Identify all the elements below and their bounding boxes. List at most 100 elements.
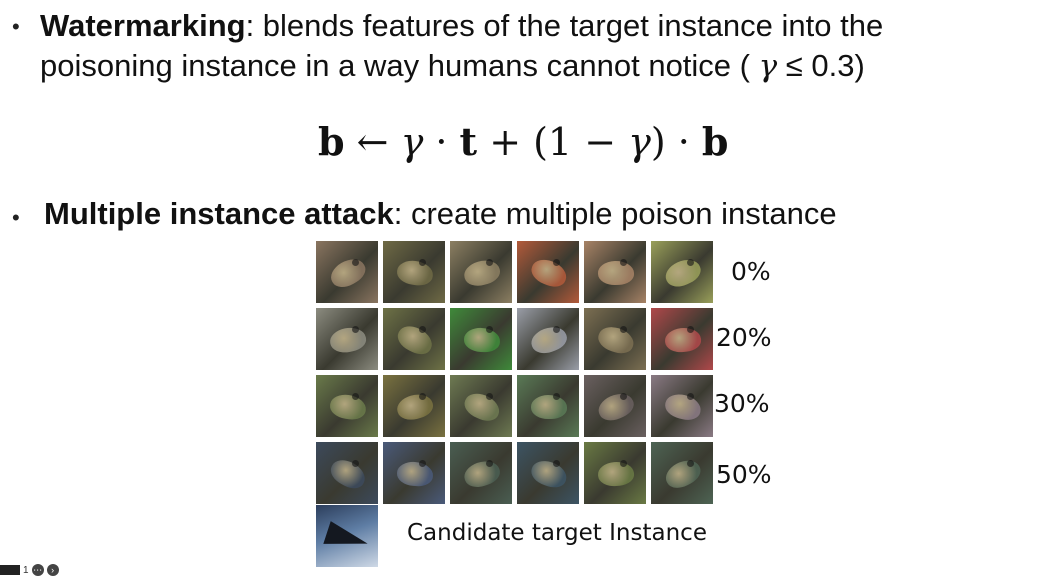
frog-eye <box>620 326 627 333</box>
frog-eye <box>553 460 560 467</box>
frog-shape <box>662 391 704 423</box>
row-label-50: 50% <box>716 460 772 489</box>
formula-gamma: γ <box>400 120 424 164</box>
formula-arrow: ← <box>344 120 401 164</box>
frog-image <box>450 442 512 504</box>
frog-eye <box>419 259 426 266</box>
frog-eye <box>687 393 694 400</box>
frog-eye <box>553 259 560 266</box>
frog-eye <box>352 326 359 333</box>
frog-image <box>450 241 512 303</box>
frog-eye <box>687 326 694 333</box>
frog-shape <box>326 253 370 293</box>
frog-shape <box>328 324 368 356</box>
frog-image <box>383 241 445 303</box>
frog-eye <box>419 326 426 333</box>
formula-dot-2: · <box>665 120 702 164</box>
frog-eye <box>352 460 359 467</box>
frog-shape <box>661 454 705 494</box>
frog-shape <box>530 394 568 420</box>
airplane-shape <box>323 521 371 557</box>
frog-image <box>316 308 378 370</box>
frog-image <box>450 308 512 370</box>
slide-controls: 1 ⋯ › <box>0 563 59 577</box>
frog-image <box>316 375 378 437</box>
frog-eye <box>620 460 627 467</box>
frog-eye <box>486 460 493 467</box>
row-label-0: 0% <box>731 257 771 286</box>
frog-shape <box>395 258 435 288</box>
formula-gamma-2: γ <box>628 120 651 164</box>
frog-shape <box>394 390 436 424</box>
bullet-watermarking-title: Watermarking <box>40 8 246 43</box>
frog-image <box>584 241 646 303</box>
frog-image <box>651 442 713 504</box>
frog-eye <box>352 393 359 400</box>
frog-image <box>316 241 378 303</box>
formula-b-2: b <box>701 119 729 164</box>
frog-eye <box>620 259 627 266</box>
frog-shape <box>396 460 434 488</box>
bullet-watermarking: Watermarking: blends features of the tar… <box>40 6 1040 86</box>
frog-image <box>383 442 445 504</box>
formula-t: t <box>459 119 478 164</box>
candidate-target-label: Candidate target Instance <box>407 520 707 546</box>
frog-shape <box>328 392 368 422</box>
frog-eye <box>687 460 694 467</box>
frog-eye <box>687 259 694 266</box>
frog-eye <box>486 259 493 266</box>
frog-image <box>584 375 646 437</box>
frog-eye <box>553 393 560 400</box>
frog-shape <box>597 460 635 488</box>
frog-image <box>383 375 445 437</box>
frog-eye <box>486 393 493 400</box>
frog-image <box>651 241 713 303</box>
frog-eye <box>620 393 627 400</box>
arrow-right-icon[interactable]: › <box>46 564 59 576</box>
frog-shape <box>594 388 638 426</box>
frog-image <box>584 442 646 504</box>
frog-image <box>651 375 713 437</box>
formula-close: ) <box>650 120 666 164</box>
frog-eye <box>352 259 359 266</box>
gamma-symbol: γ <box>758 48 778 84</box>
formula-dot: · <box>423 120 460 164</box>
row-label-20: 20% <box>716 323 772 352</box>
frog-shape <box>597 260 635 286</box>
frog-shape <box>528 457 570 491</box>
bullet-multiple-instance: Multiple instance attack: create multipl… <box>44 194 1044 234</box>
frog-image <box>651 308 713 370</box>
bullet-multiple-text: : create multiple poison instance <box>393 196 837 231</box>
more-icon[interactable]: ⋯ <box>31 564 44 576</box>
frog-image <box>584 308 646 370</box>
watermark-formula: b ← γ · t + (1 − γ) · b <box>318 114 728 170</box>
gamma-condition: ≤ 0.3) <box>785 48 865 83</box>
frog-shape <box>461 256 503 290</box>
bullet-watermarking-text: : blends features of the target instance… <box>245 8 884 43</box>
frog-image <box>517 241 579 303</box>
frog-shape <box>527 322 571 358</box>
frog-image <box>517 375 579 437</box>
frog-shape <box>527 255 571 291</box>
frog-eye <box>419 393 426 400</box>
frog-shape <box>393 321 437 359</box>
slide-counter: 1 <box>23 564 29 576</box>
candidate-target-image <box>316 505 378 567</box>
frog-shape <box>463 327 501 353</box>
frog-shape <box>326 455 370 493</box>
frog-shape <box>461 456 503 492</box>
frog-eye <box>486 326 493 333</box>
frog-eye <box>419 460 426 467</box>
bullet-watermarking-dot: • <box>12 14 20 39</box>
formula-b: b <box>318 119 345 164</box>
row-label-30: 30% <box>714 389 770 418</box>
frog-image <box>450 375 512 437</box>
bullet-multiple-dot: • <box>12 205 20 230</box>
frog-shape <box>595 323 637 357</box>
frog-image <box>383 308 445 370</box>
formula-plus: + (1 − <box>477 120 629 164</box>
poison-image-grid <box>316 241 713 504</box>
bullet-watermarking-text-2: poisoning instance in a way humans canno… <box>40 48 750 83</box>
frog-shape <box>663 326 703 354</box>
slide-thumbnail-icon[interactable] <box>0 565 20 575</box>
